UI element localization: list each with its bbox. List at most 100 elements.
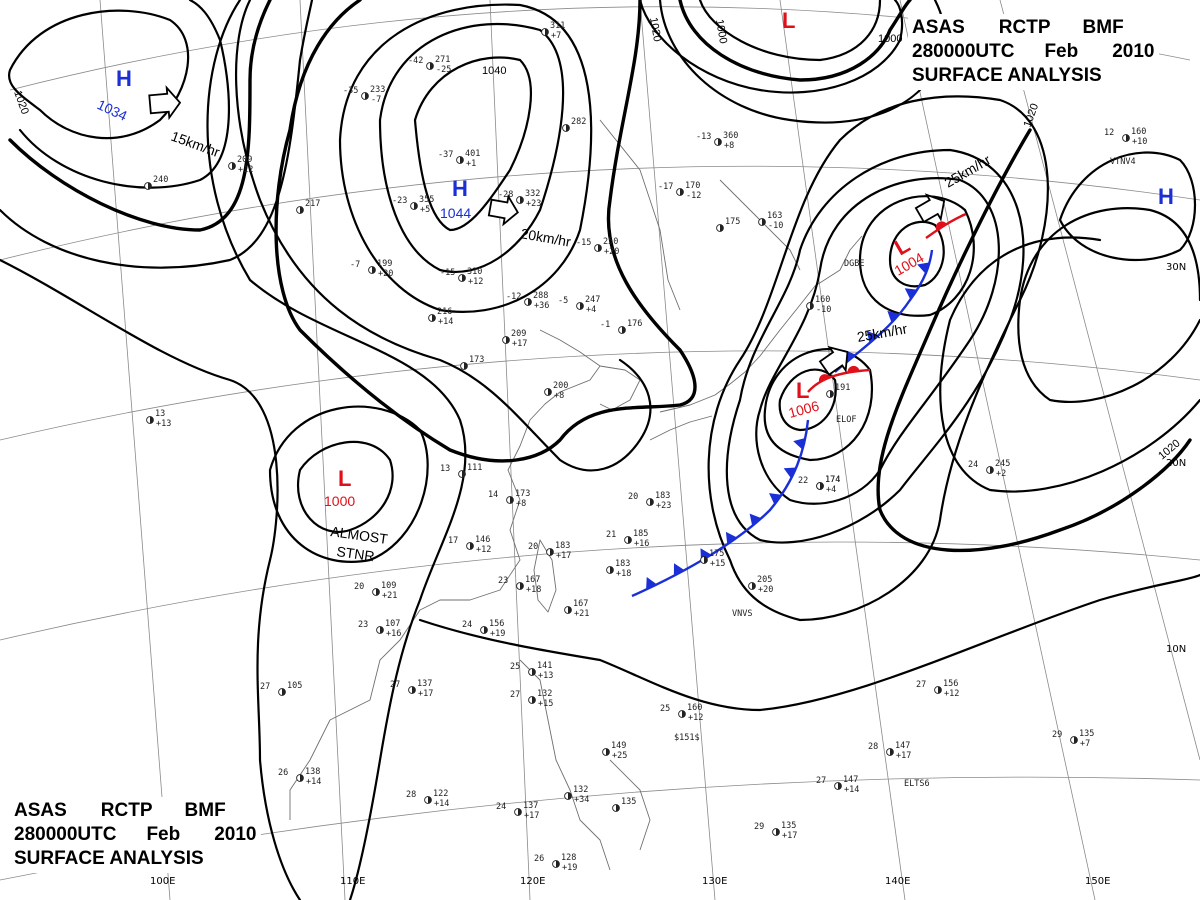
station-pressure: 122 <box>433 789 448 799</box>
station-plot: 240 <box>144 175 168 190</box>
station-plot: -7 199+20 <box>350 259 393 279</box>
station-pressure: 247 <box>585 295 600 305</box>
station-plot: 20 183+23 <box>628 491 671 511</box>
sky-cover-mark <box>704 556 708 564</box>
station-code: ELOF <box>836 415 856 425</box>
station-tendency: +17 <box>418 689 433 699</box>
station-temperature: 24 <box>968 460 978 470</box>
station-tendency: +12 <box>476 545 491 555</box>
station-plot: 209+17 <box>502 329 527 349</box>
station-plot: -35 233-7 <box>343 85 385 105</box>
note-almost: ALMOST <box>330 523 390 547</box>
sky-cover-mark <box>520 582 524 590</box>
svg-text:H: H <box>452 176 468 201</box>
station-temperature: -7 <box>350 260 360 270</box>
station-temperature: 23 <box>358 620 368 630</box>
station-plot: 183+18 <box>606 559 631 579</box>
station-plot: 175 <box>716 217 740 232</box>
station-plot: 12 160+10 <box>1104 127 1147 147</box>
station-temperature: 28 <box>406 790 416 800</box>
svg-text:1044: 1044 <box>440 205 471 221</box>
station-plot: -23 355+5 <box>392 195 434 215</box>
station-pressure: 156 <box>943 679 958 689</box>
station-pressure: 146 <box>475 535 490 545</box>
header-year: 2010 <box>1112 41 1155 62</box>
station-pressure: 132 <box>573 785 588 795</box>
station-pressure: 135 <box>1079 729 1094 739</box>
sky-cover-mark <box>232 162 236 170</box>
sky-cover-mark <box>580 302 584 310</box>
sky-cover-mark <box>532 668 536 676</box>
sky-cover-mark <box>820 482 824 490</box>
station-tendency: +7 <box>551 31 561 41</box>
svg-text:L: L <box>782 8 795 33</box>
station-pressure: 401 <box>465 149 480 159</box>
station-pressure: 360 <box>723 131 738 141</box>
station-pressure: 185 <box>633 529 648 539</box>
station-plot: -15 310+12 <box>440 267 483 287</box>
station-tendency: +20 <box>758 585 773 595</box>
station-plot: 175+15 <box>700 549 725 569</box>
station-plot: 27 105 <box>260 681 302 696</box>
station-tendency: +5 <box>420 205 430 215</box>
svg-text:H: H <box>1158 184 1174 209</box>
station-temperature: 28 <box>868 742 878 752</box>
station-tendency: +18 <box>616 569 631 579</box>
sky-cover-mark <box>150 416 154 424</box>
warm-front-bump <box>958 213 966 218</box>
station-tendency: -7 <box>371 95 381 105</box>
header-source: BMF <box>1082 17 1124 38</box>
station-temperature: 27 <box>260 682 270 692</box>
station-tendency: +2 <box>996 469 1006 479</box>
sky-cover-mark <box>752 582 756 590</box>
station-pressure: 167 <box>573 599 588 609</box>
cold-front-tooth <box>646 577 657 590</box>
station-plot: 163-10 <box>758 211 783 231</box>
station-tendency: +7 <box>1080 739 1090 749</box>
station-temperature: 14 <box>488 490 498 500</box>
warm-front-bump <box>847 365 860 373</box>
station-plot: 25 160+12 <box>660 703 703 723</box>
sky-cover-mark <box>680 188 684 196</box>
station-plot: 17 146+12 <box>448 535 491 555</box>
sky-cover-mark <box>622 326 626 334</box>
sky-cover-mark <box>938 686 942 694</box>
sky-cover-mark <box>376 588 380 596</box>
footer-source: BMF <box>184 800 226 821</box>
station-code: DGBE <box>844 259 864 269</box>
longitude-label: 120E <box>520 876 545 887</box>
sky-cover-mark <box>616 804 620 812</box>
station-pressure: 174 <box>825 475 840 485</box>
station-plot: -12 288+36 <box>506 291 549 311</box>
isobar-label: 1000 <box>713 18 729 44</box>
station-plot: 27 156+12 <box>916 679 959 699</box>
footer-year: 2010 <box>214 824 257 845</box>
sky-cover-mark <box>430 62 434 70</box>
station-pressure: 240 <box>153 175 168 185</box>
station-pressure: 135 <box>781 821 796 831</box>
station-tendency: -10 <box>768 221 783 231</box>
cold-front-tooth <box>725 531 738 545</box>
station-tendency: +14 <box>306 777 321 787</box>
sky-cover-mark <box>1074 736 1078 744</box>
station-tendency: +17 <box>782 831 797 841</box>
isobar-labels: 1020 1000 1040 1020 1000 1020 1020 <box>11 16 1183 462</box>
station-temperature: 23 <box>498 576 508 586</box>
station-temperature: -42 <box>408 56 423 66</box>
station-plot: -42 271-25 <box>408 55 451 75</box>
station-temperature: 17 <box>448 536 458 546</box>
station-tendency: +4 <box>586 305 596 315</box>
station-plot: 26 128+19 <box>534 853 577 873</box>
station-pressure: 132 <box>537 689 552 699</box>
sky-cover-mark <box>610 566 614 574</box>
low-pressure-center: L 1000 <box>324 466 355 509</box>
station-pressure: 176 <box>627 319 642 329</box>
station-code: ELTS6 <box>904 779 930 789</box>
sky-cover-mark <box>518 808 522 816</box>
station-tendency: +13 <box>538 671 553 681</box>
station-temperature: 21 <box>606 530 616 540</box>
station-tendency: +10 <box>1132 137 1147 147</box>
station-plot: 27 137+17 <box>390 679 433 699</box>
longitude-label: 100E <box>150 876 175 887</box>
